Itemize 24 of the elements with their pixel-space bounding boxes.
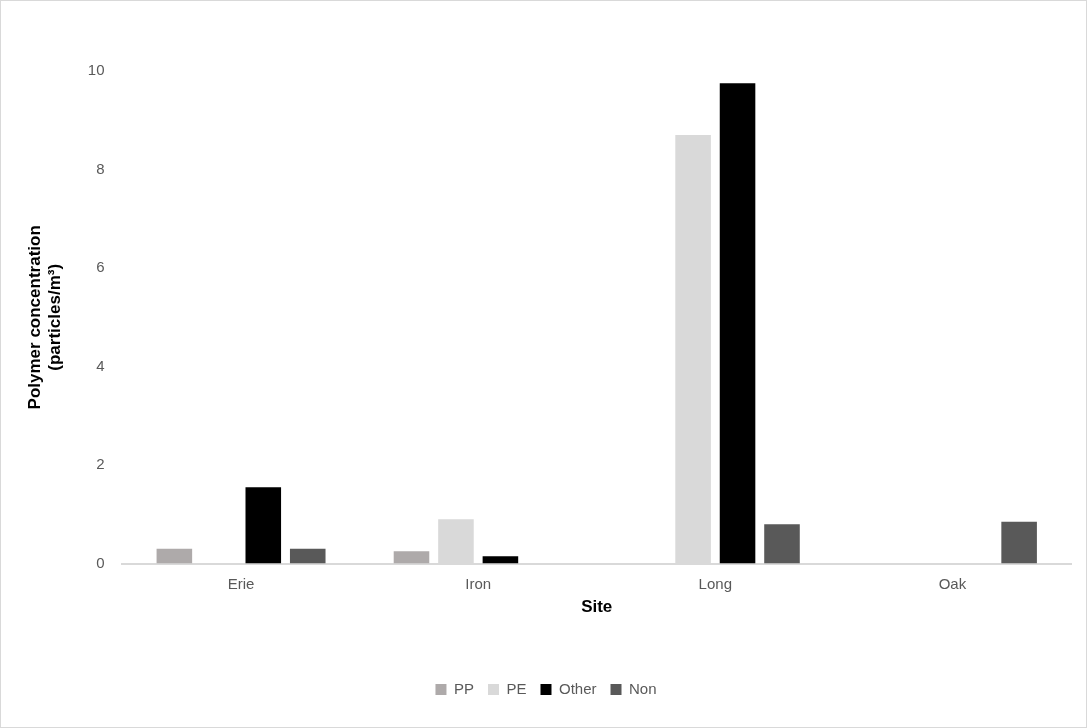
legend-label: PE xyxy=(506,679,527,697)
legend-label: PP xyxy=(453,679,474,697)
bar xyxy=(1001,521,1037,564)
y-axis-title: Polymer concentration (particles/m³) xyxy=(24,225,65,410)
x-axis-title: Site xyxy=(581,597,613,617)
bar xyxy=(289,548,326,564)
bar xyxy=(156,548,193,564)
legend-label: Non xyxy=(629,679,657,697)
x-tick-label: Erie xyxy=(227,574,255,592)
y-tick-label: 4 xyxy=(96,356,105,374)
x-tick-label: Iron xyxy=(465,574,492,592)
x-tick-label: Oak xyxy=(938,574,967,592)
y-tick-label: 8 xyxy=(96,159,105,177)
bar xyxy=(764,524,800,564)
bar xyxy=(719,83,756,564)
bar xyxy=(245,487,282,564)
bar xyxy=(482,556,519,564)
legend-label: Other xyxy=(558,679,597,697)
bar xyxy=(393,551,430,564)
y-tick-label: 0 xyxy=(96,553,105,571)
y-tick-label: 10 xyxy=(87,61,105,79)
y-tick-label: 6 xyxy=(96,258,105,276)
y-tick-label: 2 xyxy=(96,455,105,473)
x-tick-label: Long xyxy=(698,574,732,592)
